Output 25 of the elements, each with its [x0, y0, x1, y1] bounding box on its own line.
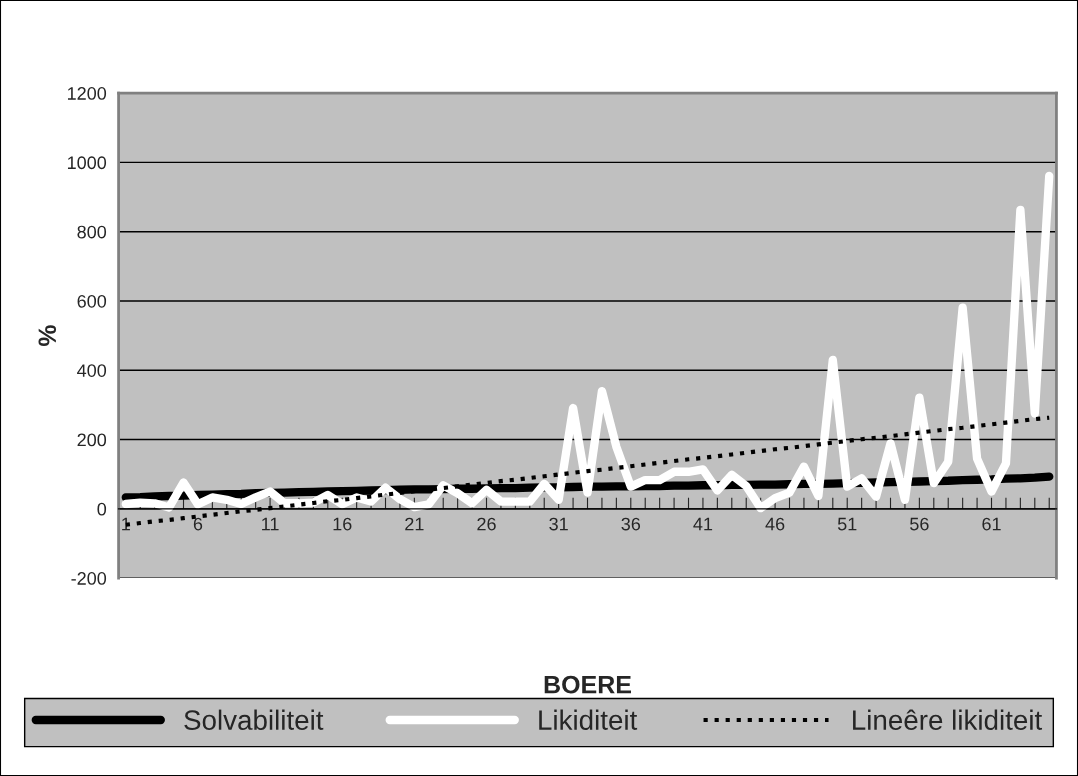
y-tick-label: -200	[71, 572, 107, 585]
y-tick-label: 600	[77, 294, 107, 308]
x-tick-label: 56	[910, 517, 929, 531]
y-tick-label: 0	[97, 502, 107, 516]
x-tick-label: 6	[193, 517, 203, 531]
x-tick-label: 36	[621, 517, 641, 531]
x-tick-label: 11	[262, 517, 279, 531]
x-axis-title: BOERE	[544, 675, 631, 694]
legend-label: Likiditeit	[539, 709, 638, 730]
x-tick-label: 51	[837, 517, 857, 531]
legend-label: Solvabiliteit	[184, 709, 324, 730]
legend-label: Lineêre likiditeit	[853, 709, 1043, 730]
y-axis-title: %	[38, 325, 57, 347]
x-tick-label: 61	[982, 517, 1001, 531]
y-tick-label: 1000	[67, 156, 107, 170]
x-tick-label: 31	[549, 517, 568, 531]
x-tick-label: 21	[405, 517, 424, 531]
y-tick-label: 800	[77, 225, 107, 239]
y-tick-label: 400	[77, 364, 107, 377]
x-tick-label: 41	[693, 517, 713, 531]
x-tick-label: 16	[333, 517, 352, 531]
x-tick-label: 26	[477, 517, 496, 531]
y-tick-label: 200	[77, 433, 107, 447]
x-tick-label: 46	[765, 517, 785, 531]
y-tick-label: 1200	[67, 87, 107, 100]
